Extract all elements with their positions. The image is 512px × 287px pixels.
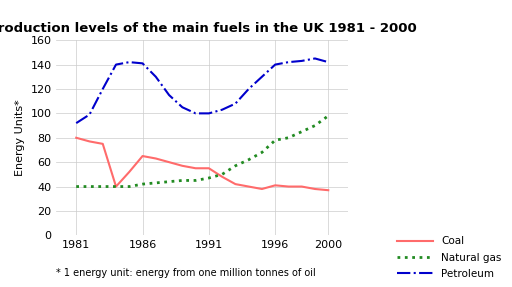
Text: * 1 energy unit: energy from one million tonnes of oil: * 1 energy unit: energy from one million…: [56, 268, 316, 278]
Legend: Coal, Natural gas, Petroleum: Coal, Natural gas, Petroleum: [396, 236, 502, 279]
Title: Production levels of the main fuels in the UK 1981 - 2000: Production levels of the main fuels in t…: [0, 22, 417, 35]
Y-axis label: Energy Units*: Energy Units*: [15, 99, 25, 176]
